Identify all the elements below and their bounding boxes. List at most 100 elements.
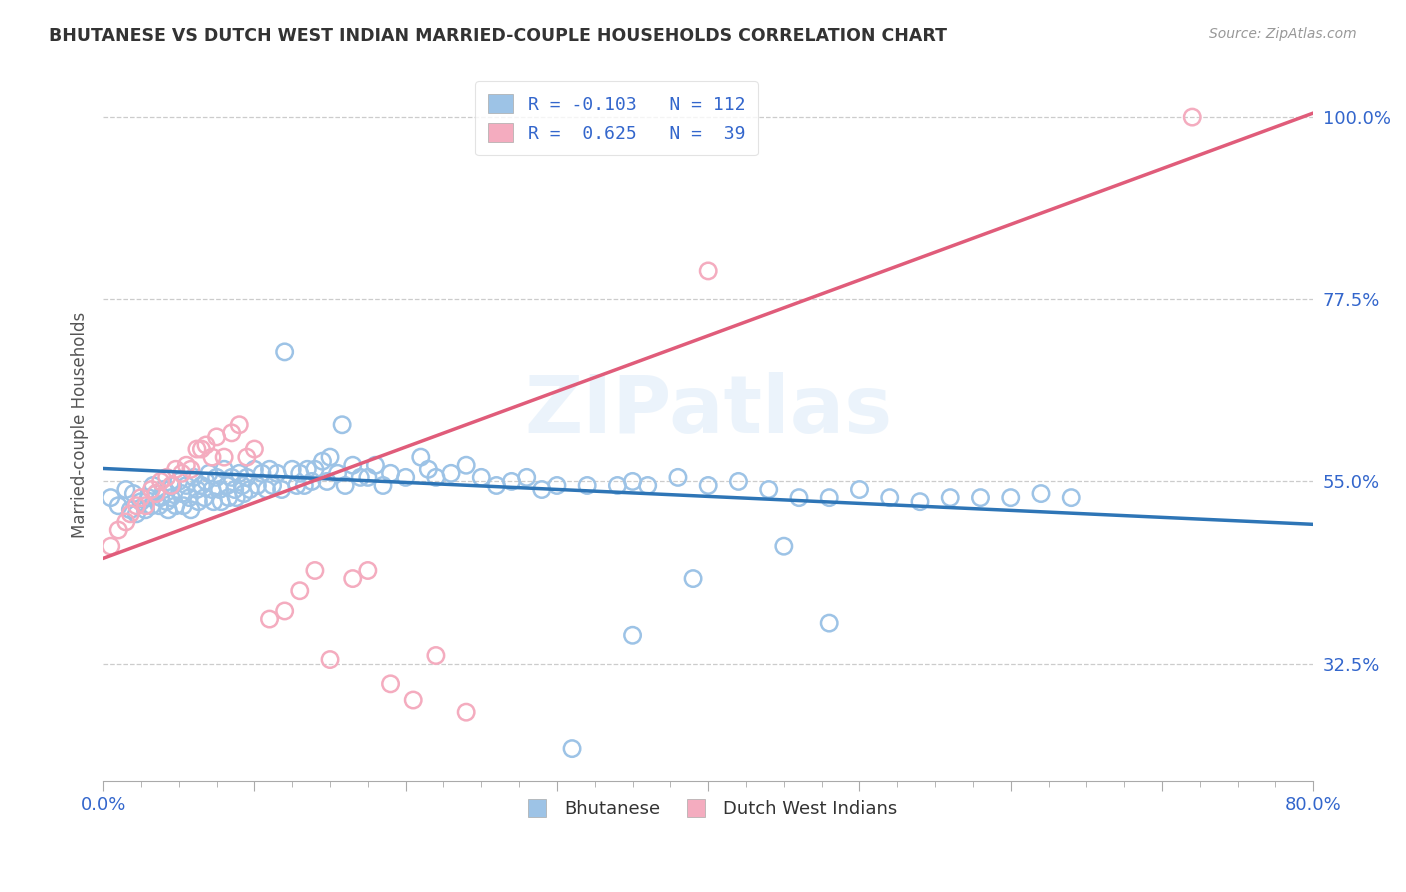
Point: [217, 478, 239, 492]
Point: [292, 478, 315, 492]
Point: [170, 486, 193, 500]
Point: [212, 450, 235, 464]
Point: [141, 499, 163, 513]
Point: [208, 483, 231, 497]
Point: [530, 483, 553, 497]
Point: [727, 475, 749, 489]
Point: [259, 612, 281, 626]
Point: [243, 462, 266, 476]
Point: [364, 458, 387, 473]
Point: [212, 462, 235, 476]
Point: [470, 470, 492, 484]
Point: [100, 539, 122, 553]
Point: [418, 462, 440, 476]
Point: [236, 450, 259, 464]
Legend: Bhutanese, Dutch West Indians: Bhutanese, Dutch West Indians: [512, 793, 905, 825]
Point: [156, 470, 179, 484]
Point: [145, 486, 167, 500]
Point: [818, 491, 841, 505]
Point: [236, 470, 259, 484]
Point: [697, 478, 720, 492]
Point: [516, 470, 538, 484]
Point: [409, 450, 432, 464]
Point: [256, 483, 278, 497]
Point: [1029, 486, 1052, 500]
Point: [167, 475, 190, 489]
Point: [231, 478, 253, 492]
Point: [357, 470, 380, 484]
Point: [228, 417, 250, 432]
Point: [180, 462, 202, 476]
Point: [456, 458, 478, 473]
Point: [176, 478, 198, 492]
Point: [316, 475, 339, 489]
Point: [225, 491, 247, 505]
Point: [621, 628, 644, 642]
Point: [170, 467, 193, 481]
Text: BHUTANESE VS DUTCH WEST INDIAN MARRIED-COUPLE HOUSEHOLDS CORRELATION CHART: BHUTANESE VS DUTCH WEST INDIAN MARRIED-C…: [49, 27, 948, 45]
Point: [107, 499, 129, 513]
Point: [342, 458, 364, 473]
Point: [195, 438, 218, 452]
Point: [561, 741, 583, 756]
Point: [270, 483, 292, 497]
Point: [156, 494, 179, 508]
Point: [187, 494, 209, 508]
Point: [160, 478, 183, 492]
Point: [228, 467, 250, 481]
Point: [939, 491, 962, 505]
Point: [879, 491, 901, 505]
Point: [304, 462, 326, 476]
Text: Source: ZipAtlas.com: Source: ZipAtlas.com: [1209, 27, 1357, 41]
Point: [122, 486, 145, 500]
Point: [297, 462, 319, 476]
Point: [285, 478, 308, 492]
Point: [224, 483, 246, 497]
Point: [129, 491, 152, 505]
Point: [425, 648, 447, 663]
Point: [134, 499, 156, 513]
Point: [969, 491, 991, 505]
Point: [259, 462, 281, 476]
Point: [221, 470, 243, 484]
Point: [186, 483, 208, 497]
Point: [697, 264, 720, 278]
Point: [250, 467, 273, 481]
Point: [114, 515, 136, 529]
Point: [637, 478, 659, 492]
Point: [149, 491, 172, 505]
Point: [183, 470, 205, 484]
Point: [120, 507, 142, 521]
Point: [787, 491, 810, 505]
Point: [190, 442, 212, 456]
Point: [145, 486, 167, 500]
Point: [273, 344, 295, 359]
Point: [148, 499, 170, 513]
Point: [371, 478, 394, 492]
Point: [576, 478, 599, 492]
Point: [239, 483, 262, 497]
Point: [288, 583, 311, 598]
Point: [205, 470, 228, 484]
Point: [333, 478, 356, 492]
Point: [311, 454, 333, 468]
Point: [273, 604, 295, 618]
Point: [202, 494, 225, 508]
Y-axis label: Married-couple Households: Married-couple Households: [72, 311, 89, 538]
Point: [129, 494, 152, 508]
Point: [179, 491, 201, 505]
Text: ZIPatlas: ZIPatlas: [524, 371, 893, 450]
Point: [190, 478, 212, 492]
Point: [281, 462, 304, 476]
Point: [195, 475, 218, 489]
Point: [100, 491, 122, 505]
Point: [114, 483, 136, 497]
Point: [1060, 491, 1083, 505]
Point: [149, 475, 172, 489]
Point: [546, 478, 568, 492]
Point: [209, 494, 232, 508]
Point: [138, 491, 160, 505]
Point: [107, 523, 129, 537]
Point: [125, 507, 148, 521]
Point: [758, 483, 780, 497]
